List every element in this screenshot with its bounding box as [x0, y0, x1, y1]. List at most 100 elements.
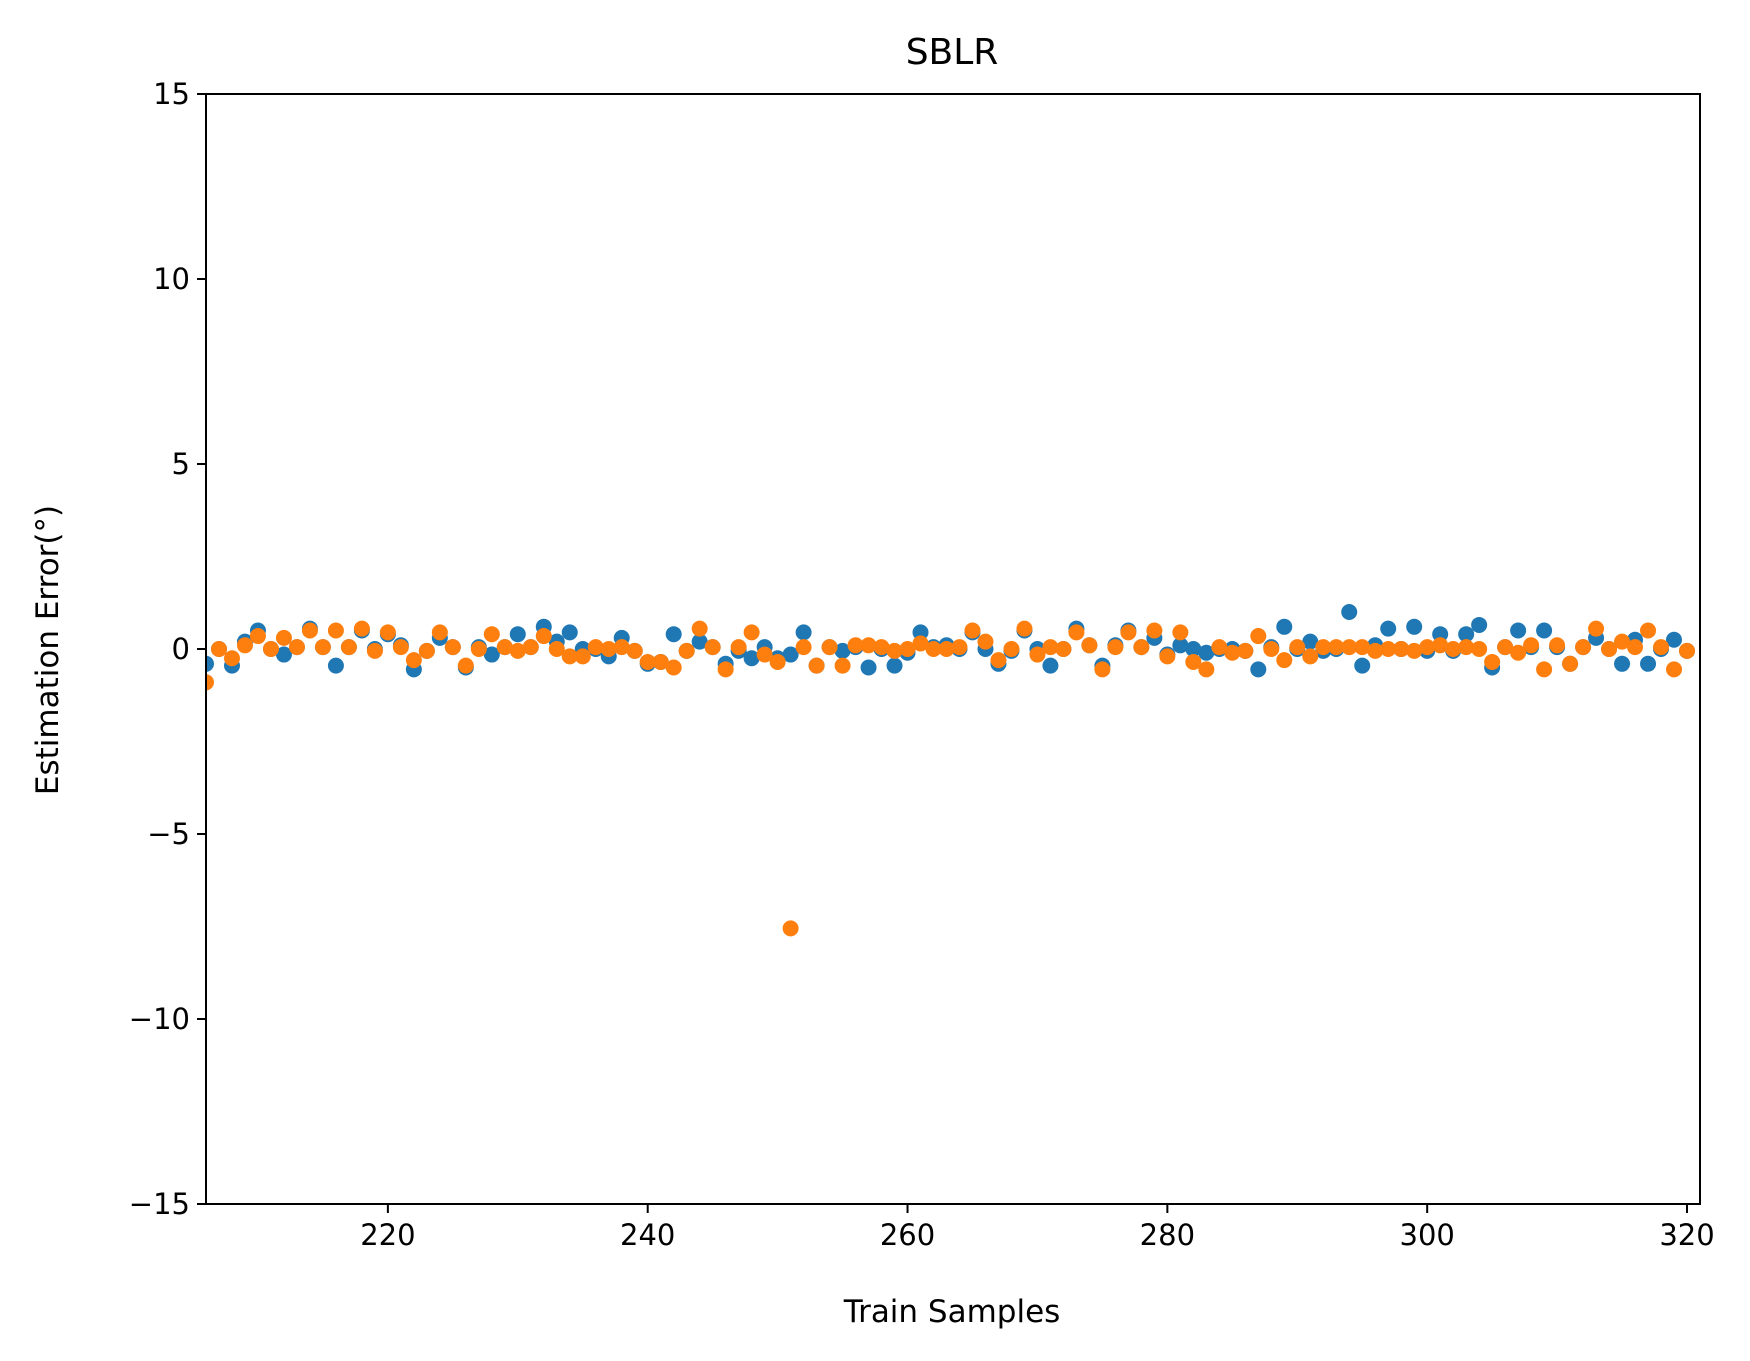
- series-2-point: [1419, 639, 1436, 656]
- series-2-point: [561, 648, 578, 665]
- series-2-point: [1276, 652, 1293, 669]
- series-2-point: [912, 635, 929, 652]
- y-tick-label: 5: [172, 447, 190, 481]
- series-2-point: [1523, 637, 1540, 654]
- series-2-point: [1133, 639, 1150, 656]
- series-1-point: [1536, 622, 1553, 639]
- series-1-point: [795, 624, 812, 641]
- series-1-point: [1250, 661, 1267, 678]
- series-2-point: [1016, 620, 1033, 637]
- series-1-point: [1198, 644, 1215, 661]
- series-2-point: [1250, 628, 1267, 645]
- series-2-point: [496, 639, 513, 656]
- series-2-point: [1367, 642, 1384, 659]
- x-tick-label: 240: [620, 1218, 675, 1252]
- series-2-point: [1588, 620, 1605, 637]
- series-2-point: [1380, 641, 1397, 657]
- series-1-point: [1341, 604, 1358, 620]
- series-1-point: [509, 626, 526, 643]
- series-2-point: [1068, 624, 1085, 641]
- series-2-point: [743, 624, 760, 641]
- series-1-point: [912, 624, 929, 641]
- series-2-point: [379, 624, 396, 641]
- series-2-point: [600, 641, 617, 657]
- series-2-point: [1237, 642, 1254, 659]
- series-2-point: [1497, 639, 1514, 656]
- series-2-point: [301, 622, 318, 639]
- series-2-point: [206, 674, 214, 691]
- series-2-point: [1406, 642, 1423, 659]
- series-2-point: [665, 659, 682, 676]
- series-2-point: [990, 652, 1007, 669]
- series-2-point: [1198, 661, 1215, 678]
- series-2-point: [1432, 637, 1449, 654]
- series-2-point: [1471, 641, 1488, 657]
- series-2-point: [795, 639, 812, 656]
- series-2-point: [548, 641, 565, 657]
- series-2-point: [405, 652, 422, 669]
- series-2-point: [457, 657, 474, 674]
- series-2-point: [834, 657, 851, 674]
- series-2-point: [327, 622, 344, 639]
- y-tick-label: −10: [129, 1002, 190, 1036]
- series-2-point: [1107, 639, 1124, 656]
- series-2-point: [1627, 639, 1644, 656]
- series-2-point: [236, 637, 253, 654]
- series-2-point: [821, 639, 838, 656]
- series-2-point: [626, 642, 643, 659]
- series-2-point: [769, 653, 786, 670]
- series-2-point: [587, 639, 604, 656]
- series-1-point: [1354, 657, 1371, 674]
- y-axis: 15 10 5 0 −5 −10 −15: [129, 77, 206, 1221]
- series-2-point: [1055, 641, 1072, 657]
- series-2-point: [899, 641, 916, 657]
- series-2-point: [366, 642, 383, 659]
- series-2-point: [652, 653, 669, 670]
- series-2-point: [1458, 639, 1475, 656]
- x-tick-label: 280: [1140, 1218, 1195, 1252]
- series-2-point: [1315, 639, 1332, 656]
- series-1-point: [665, 626, 682, 643]
- series-1-point: [1510, 622, 1527, 639]
- series-1-point: [1432, 626, 1449, 643]
- y-tick-label: 0: [172, 632, 190, 666]
- series-2-point: [275, 629, 292, 646]
- series-2-point: [1601, 641, 1618, 657]
- series-1-point: [691, 633, 708, 650]
- series-2-point: [1003, 641, 1020, 657]
- series-1-point: [1185, 641, 1202, 657]
- series-2-point: [1536, 661, 1553, 678]
- y-tick-label: −5: [147, 817, 190, 851]
- series-2-point: [444, 639, 461, 656]
- data-points: [206, 604, 1696, 937]
- series-2-point: [470, 641, 487, 657]
- series-2-point: [951, 639, 968, 656]
- series-2-point: [1172, 624, 1189, 641]
- series-2-point: [977, 633, 994, 650]
- series-2-point: [964, 622, 981, 639]
- series-2-point: [1185, 653, 1202, 670]
- y-tick-label: 15: [153, 77, 190, 111]
- series-2-point: [522, 639, 539, 656]
- series-1-point: [483, 646, 500, 663]
- series-1-point: [1614, 655, 1631, 672]
- series-2-point: [249, 628, 266, 645]
- x-tick-label: 260: [880, 1218, 935, 1252]
- series-2-point: [1341, 639, 1358, 656]
- series-2-point: [886, 642, 903, 659]
- series-1-point: [327, 657, 344, 674]
- series-2-point: [1510, 644, 1527, 661]
- series-2-point: [704, 639, 721, 656]
- series-2-point: [1445, 641, 1462, 657]
- series-2-point: [223, 650, 240, 667]
- series-2-point: [1211, 639, 1228, 656]
- series-2-point: [353, 620, 370, 637]
- series-1-point: [206, 655, 214, 672]
- series-2-point: [691, 620, 708, 637]
- series-2-point: [1666, 661, 1683, 678]
- series-2-point: [1081, 637, 1098, 654]
- y-axis-title: Estimation Error(°): [30, 505, 66, 795]
- series-2-point: [392, 639, 409, 656]
- x-axis-title: Train Samples: [843, 1294, 1061, 1330]
